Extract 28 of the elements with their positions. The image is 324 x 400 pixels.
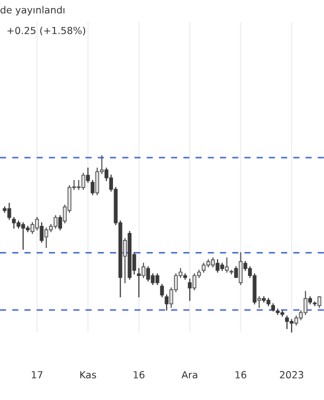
candlestick [160,284,164,298]
candlestick [188,278,192,301]
candlestick [95,168,100,196]
chart-subtitle: +0.25 (+1.58%) [8,26,86,36]
candlestick [276,308,280,315]
candlestick [86,168,90,183]
candlestick [317,296,322,308]
candlestick [136,268,141,298]
candlestick [164,294,169,311]
candlestick [146,266,150,282]
x-tick-label: Ara [182,371,198,378]
x-tick-label: 16 [134,371,144,378]
candlestick [123,238,127,284]
x-tick-label: 16 [236,371,246,378]
x-tick-label: Kas [80,371,96,378]
candlestick [90,180,94,196]
x-tick-label: 2023 [280,371,304,378]
candlestick [142,262,146,278]
candlestick [81,172,86,190]
candlestick [234,266,238,278]
candlestick [155,273,160,285]
candlestick [58,215,62,230]
candlestick [257,296,262,308]
candlestick [40,222,44,243]
chart-title: de yayınlandı [0,6,64,16]
x-tick-label: 17 [32,371,42,378]
candlestick [224,257,229,273]
candlestick [312,302,317,306]
